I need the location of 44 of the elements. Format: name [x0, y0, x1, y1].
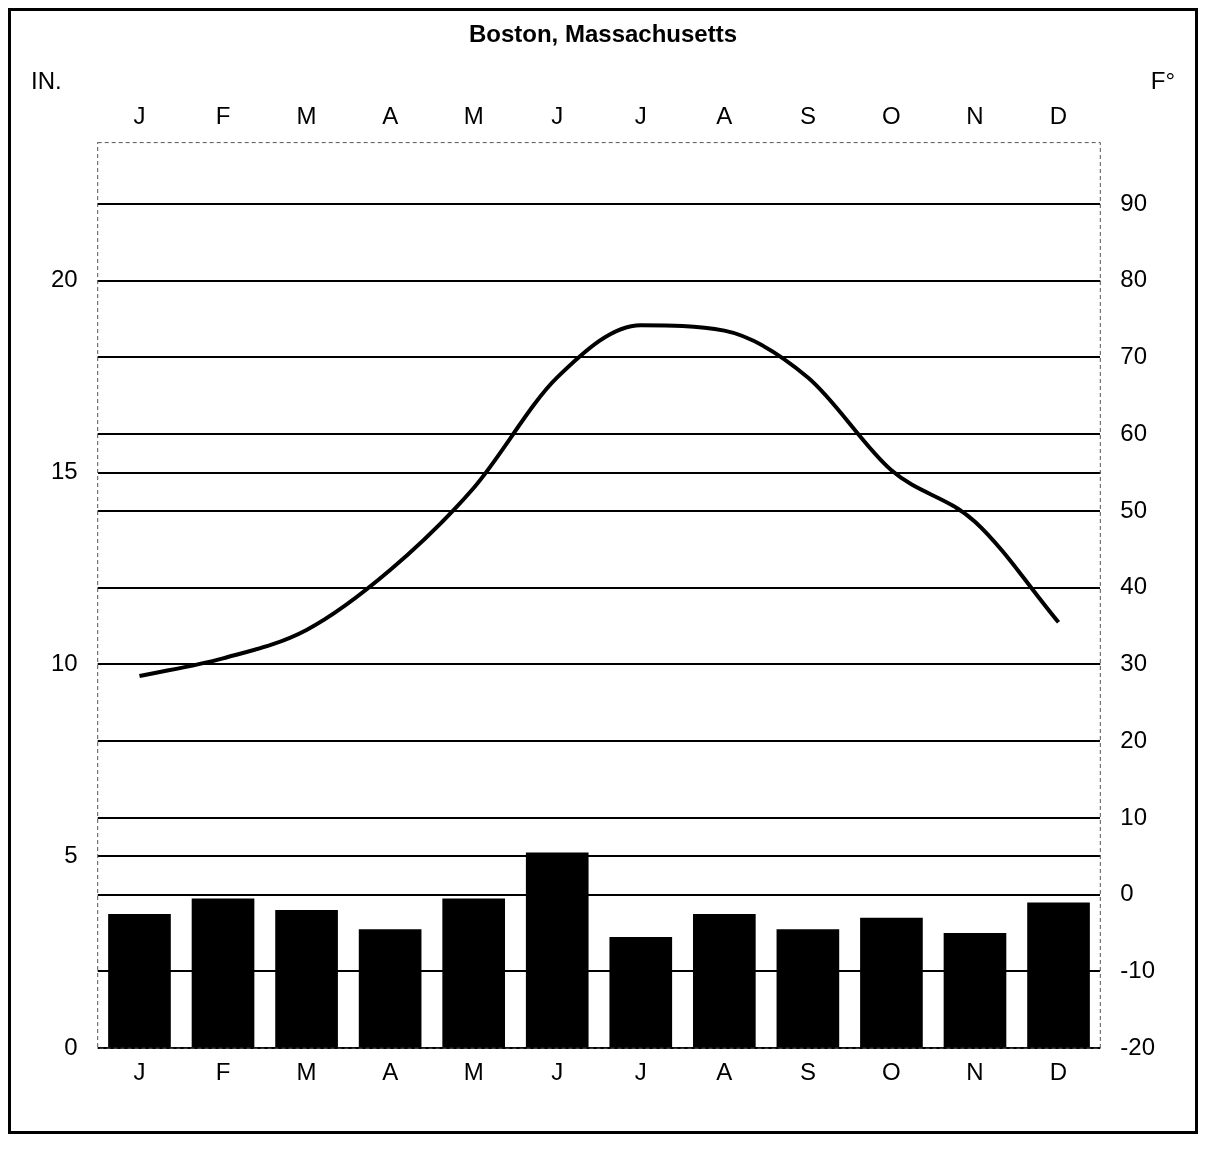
category-label: D — [1049, 101, 1068, 129]
category-label: A — [716, 101, 733, 129]
y2-tick-label: 30 — [1120, 649, 1148, 677]
category-label: F — [215, 101, 231, 129]
category-label: J — [634, 101, 647, 129]
y2-tick-label: 10 — [1120, 802, 1148, 830]
x-tick-label: A — [716, 1058, 733, 1086]
x-tick-label: F — [215, 1058, 231, 1086]
y2-tick-label: 20 — [1120, 725, 1148, 753]
y-tick-label: 20 — [50, 265, 78, 293]
x-tick-label: J — [133, 1058, 146, 1086]
y-tick-label: 10 — [50, 649, 78, 677]
y-tick-label: 15 — [50, 457, 78, 485]
x-tick-label: M — [463, 1058, 484, 1086]
x-tick-label: M — [296, 1058, 317, 1086]
y-tick-label: 5 — [64, 840, 78, 868]
category-label: J — [133, 101, 146, 129]
x-tick-label: O — [882, 1058, 901, 1086]
y2-tick-label: 70 — [1120, 342, 1148, 370]
y2-tick-label: 80 — [1120, 265, 1148, 293]
chart-title: Boston, Massachusetts — [468, 20, 738, 48]
y2-axis-title: F° — [1150, 67, 1175, 95]
category-label: S — [799, 101, 816, 129]
y2-tick-label: -20 — [1120, 1032, 1155, 1060]
category-label: A — [382, 101, 399, 129]
y2-tick-label: 60 — [1120, 418, 1148, 446]
category-label: N — [966, 101, 984, 129]
x-tick-label: J — [634, 1058, 647, 1086]
x-tick-label: J — [551, 1058, 564, 1086]
category-label: J — [551, 101, 564, 129]
y2-tick-label: 50 — [1120, 495, 1148, 523]
x-tick-label: A — [382, 1058, 399, 1086]
category-label: M — [463, 101, 484, 129]
x-tick-label: N — [966, 1058, 984, 1086]
category-label: O — [882, 101, 901, 129]
y2-tick-label: 90 — [1120, 188, 1148, 216]
y2-tick-label: -10 — [1120, 956, 1155, 984]
category-label: M — [296, 101, 317, 129]
y2-tick-label: 40 — [1120, 572, 1148, 600]
x-tick-label: D — [1049, 1058, 1068, 1086]
y2-tick-label: 0 — [1120, 879, 1134, 907]
x-tick-label: S — [799, 1058, 816, 1086]
y-tick-label: 0 — [64, 1032, 78, 1060]
y-axis-title: IN. — [31, 67, 62, 95]
